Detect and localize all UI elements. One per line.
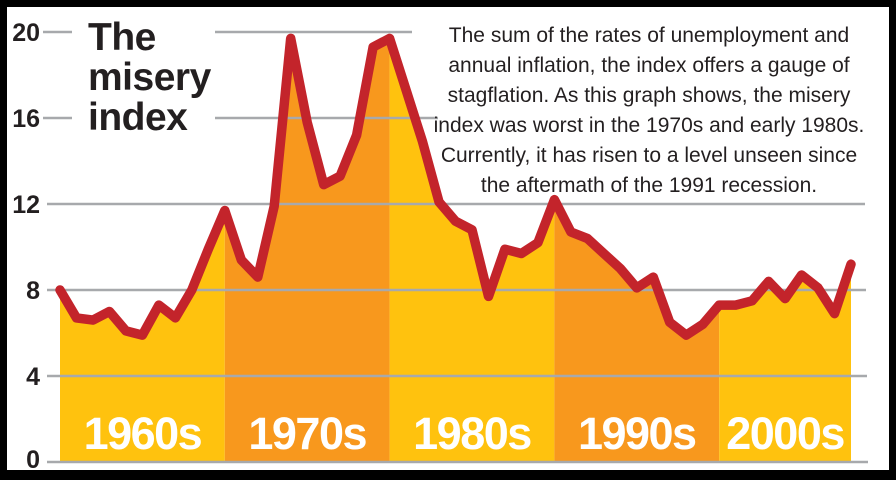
description-line: the aftermath of the 1991 recession. (480, 174, 818, 197)
y-axis-label-8: 8 (26, 277, 40, 305)
decade-label-1990s: 1990s (578, 408, 696, 459)
y-axis-labels: 20 16 12 8 4 0 (12, 19, 40, 470)
misery-index-line (55, 33, 856, 340)
description-line: The sum of the rates of unemployment and (448, 24, 850, 47)
description-line: stagflation. As this graph shows, the mi… (447, 84, 851, 107)
decade-labels: 1960s 1970s 1980s 1990s 2000s (84, 408, 846, 459)
y-axis-label-4: 4 (26, 363, 40, 391)
chart-canvas: 1960s 1970s 1980s 1990s 2000s 20 16 12 8 4 0 (7, 7, 889, 470)
y-axis-label-0: 0 (26, 446, 40, 470)
description-line: Currently, it has risen to a level unsee… (440, 144, 858, 167)
y-axis-label-12: 12 (12, 191, 40, 219)
gridlines (43, 30, 868, 464)
misery-index-chart: 1960s 1970s 1980s 1990s 2000s 20 16 12 8 4 0 (12, 19, 868, 470)
description-line: annual inflation, the index offers a gau… (448, 54, 850, 77)
decade-label-1960s: 1960s (84, 408, 202, 459)
chart-title: The misery index (88, 16, 211, 139)
description-line: index was worst in the 1970s and early 1… (433, 114, 865, 137)
decade-label-1970s: 1970s (248, 408, 366, 459)
y-axis-label-20: 20 (12, 19, 40, 47)
y-axis-label-16: 16 (12, 105, 40, 133)
decade-label-1980s: 1980s (413, 408, 531, 459)
decade-label-2000s: 2000s (726, 408, 844, 459)
chart-description: The sum of the rates of unemployment and… (403, 21, 895, 201)
